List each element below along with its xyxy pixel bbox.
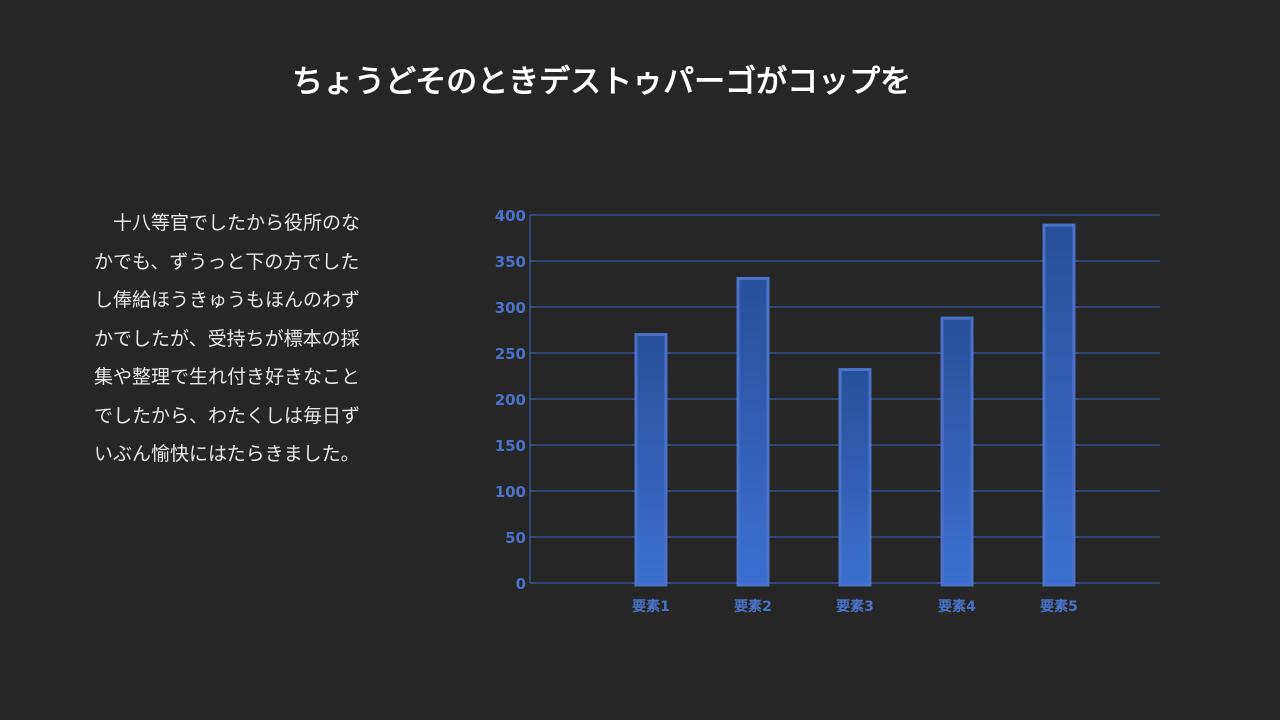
bar	[1042, 223, 1076, 587]
chart-bars	[634, 223, 1076, 587]
bar	[838, 368, 872, 587]
y-tick-label: 400	[495, 207, 526, 225]
chart-labels: 0 50 100 150 200 250 300 350 400 要素1 要素2 要素3 要素4 要素5	[495, 207, 1078, 615]
y-tick-label: 100	[495, 483, 526, 501]
y-tick-label: 150	[495, 437, 526, 455]
x-tick-label: 要素2	[734, 598, 772, 615]
bar	[634, 333, 668, 587]
y-tick-label: 350	[495, 253, 526, 271]
bar	[940, 316, 974, 587]
y-tick-label: 50	[505, 529, 526, 547]
y-tick-label: 0	[516, 575, 526, 593]
y-tick-label: 300	[495, 299, 526, 317]
body-text: 十八等官でしたから役所のなかでも、ずうっと下の方でしたし俸給ほうきゅうもほんのわ…	[94, 212, 361, 465]
x-tick-label: 要素4	[938, 598, 976, 615]
x-tick-label: 要素3	[836, 598, 874, 615]
bar	[736, 276, 770, 587]
y-tick-label: 200	[495, 391, 526, 409]
slide-title: ちょうどそのときデストゥパーゴがコップを	[292, 64, 912, 100]
x-tick-label: 要素5	[1040, 598, 1078, 615]
x-tick-label: 要素1	[632, 598, 670, 615]
y-tick-label: 250	[495, 345, 526, 363]
